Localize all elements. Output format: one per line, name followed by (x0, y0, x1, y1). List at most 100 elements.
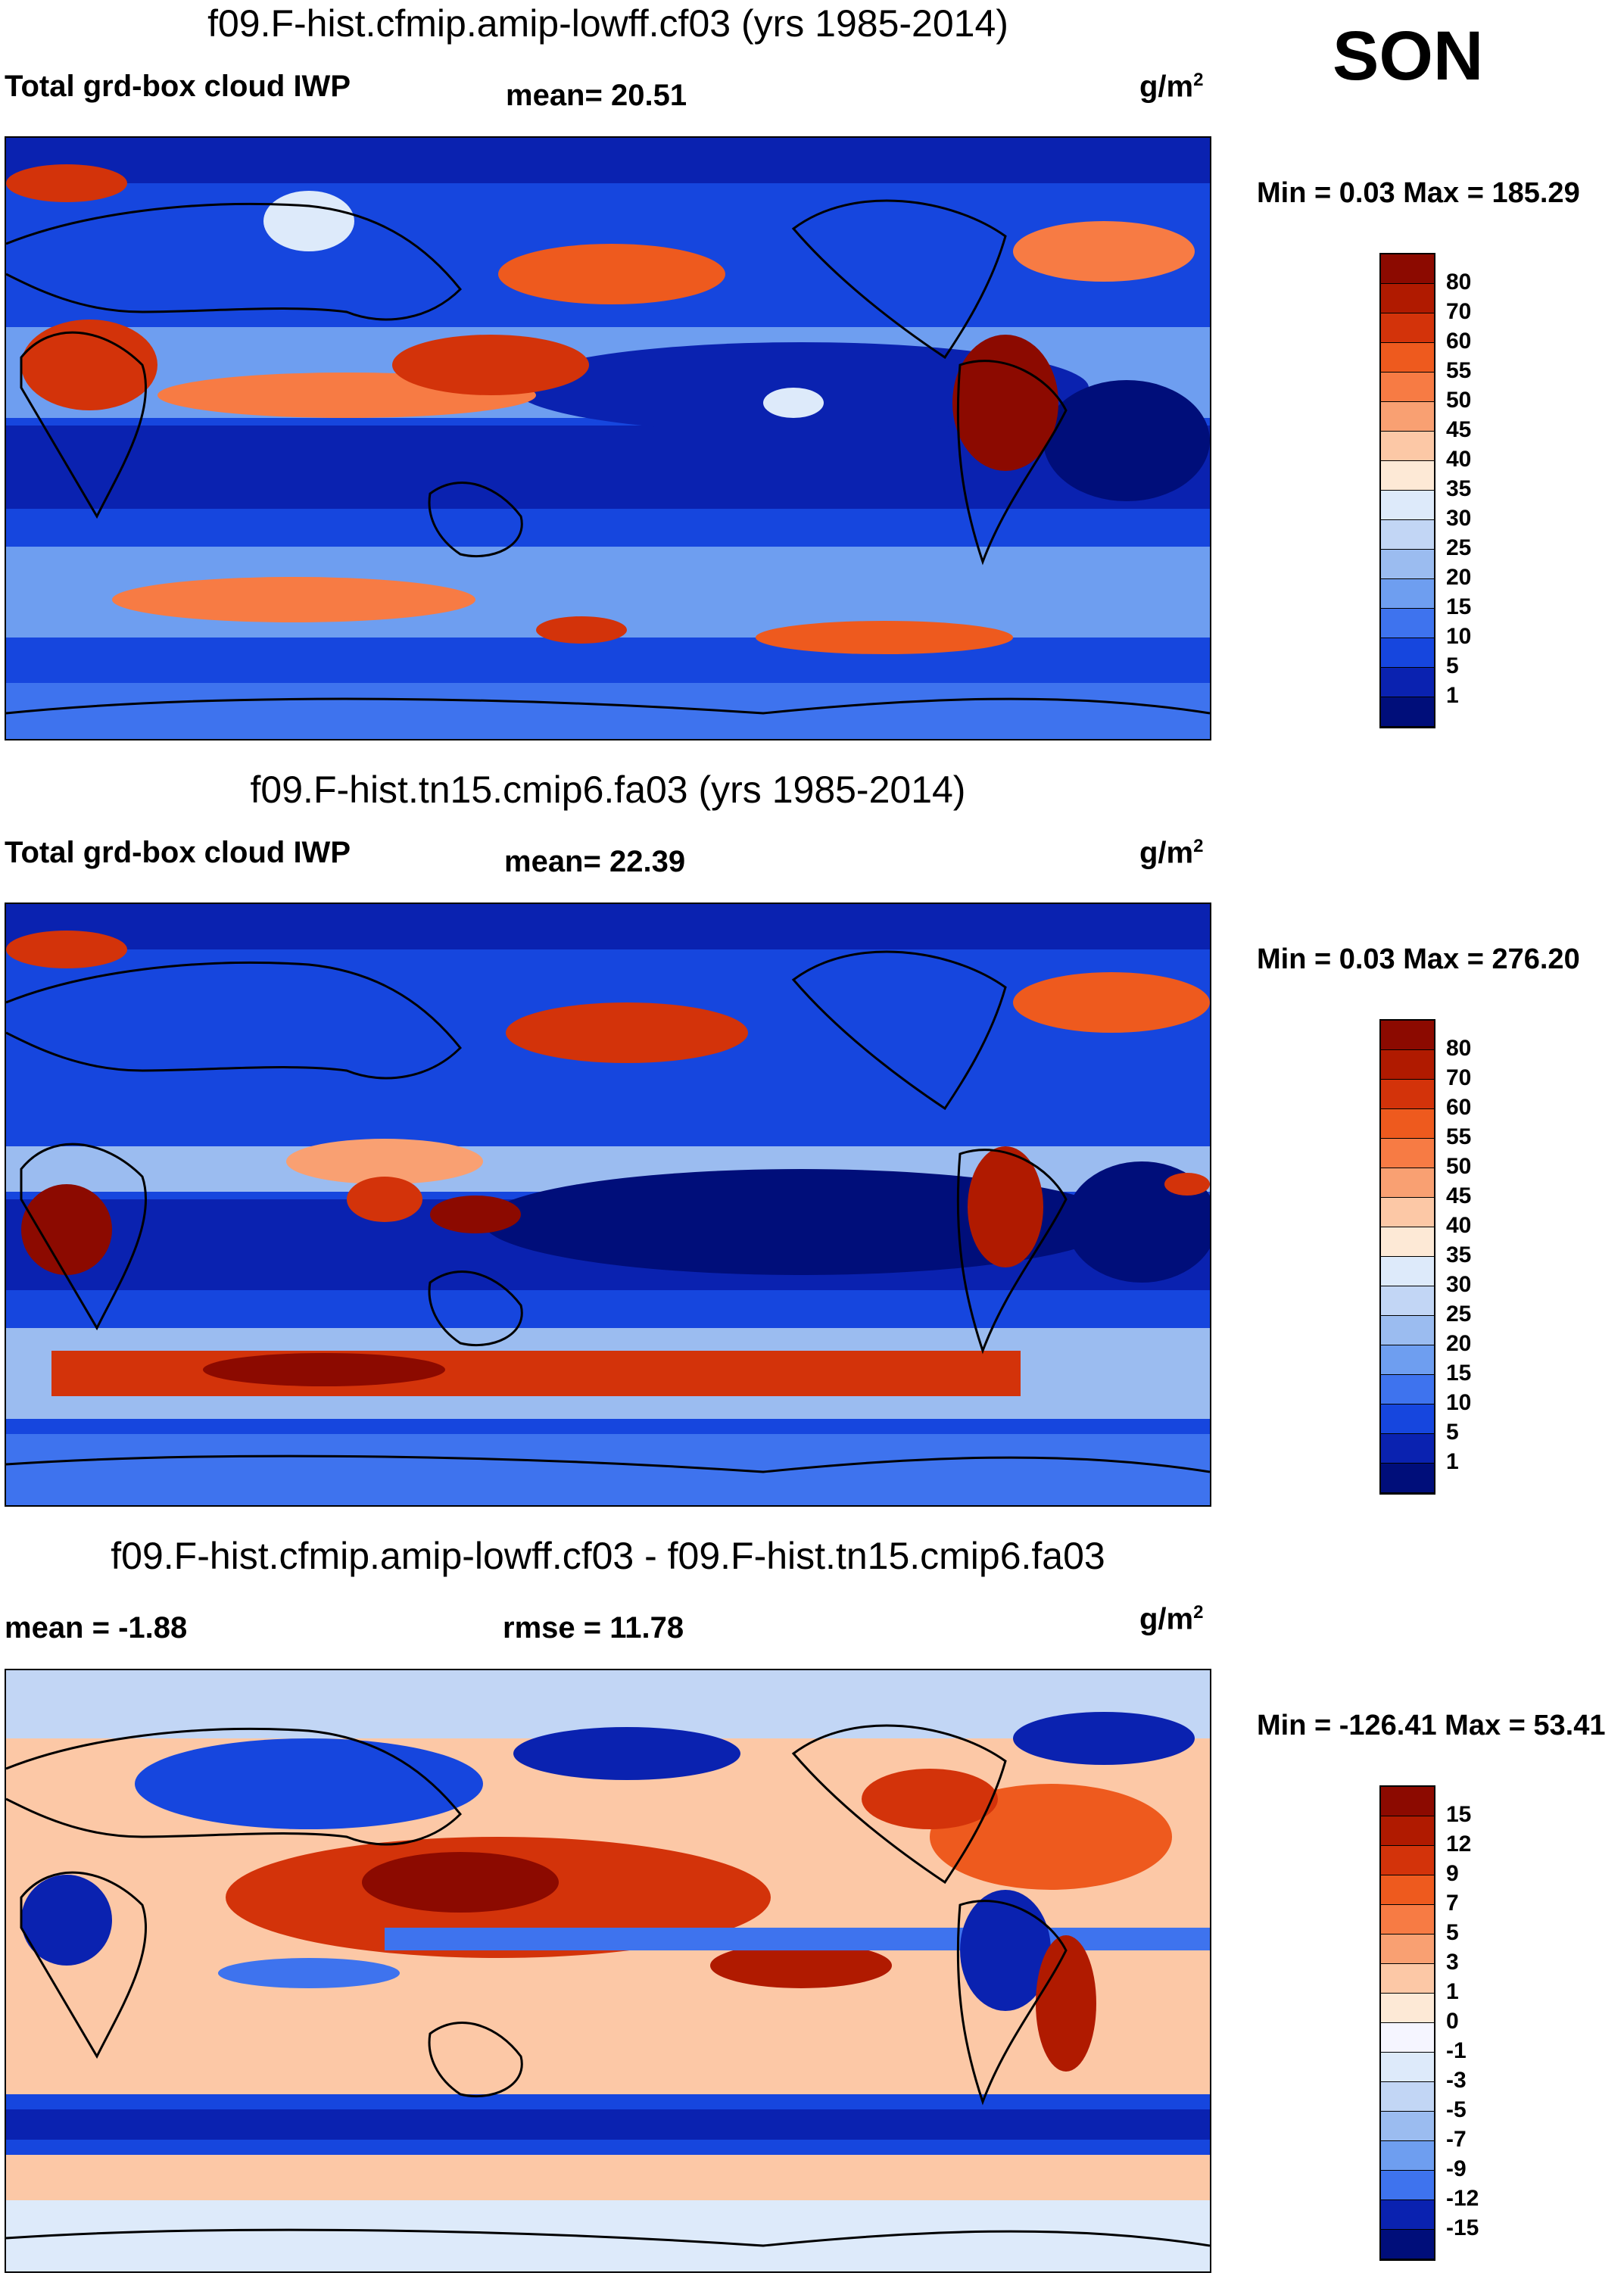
panel1-maritime-continent (392, 335, 589, 395)
panel2-antarctic-band (6, 1434, 1210, 1505)
panel2-amazon-convection (968, 1146, 1043, 1267)
panel1-colorbar-label: 25 (1446, 535, 1472, 560)
panel2-colorbar-label: 15 (1446, 1361, 1472, 1386)
panel3-coastlines (6, 1724, 1210, 2247)
panel3-colorbar-label: -1 (1446, 2038, 1467, 2063)
panel1-unit-exp: 2 (1193, 70, 1204, 90)
panel2-colorbar-swatch (1381, 1168, 1434, 1198)
panel1-colorbar-label: 55 (1446, 358, 1472, 383)
panel3-colorbar-swatch (1381, 1875, 1434, 1905)
panel1-colorbar-swatch (1381, 697, 1434, 727)
panel3-unit-exp: 2 (1193, 1602, 1204, 1623)
panel1-colorbar-label: 60 (1446, 329, 1472, 354)
panel3-colorbar-swatch (1381, 2141, 1434, 2171)
panel2-colorbar-label: 80 (1446, 1036, 1472, 1061)
panel2-colorbar-swatch (1381, 1139, 1434, 1168)
panel1-samerica-outline (956, 360, 1068, 566)
panel2-colorbar-label: 30 (1446, 1272, 1472, 1297)
panel3-map-svg (6, 1670, 1210, 2271)
panel2-colorbar-swatch (1381, 1080, 1434, 1109)
panel2-antarctica-outline (6, 1454, 1210, 1473)
panel1-colorbar (1379, 253, 1435, 728)
panel3-colorbar-label: 7 (1446, 1891, 1459, 1916)
panel1-europe-max (6, 164, 127, 202)
panel3-colorbar-swatch (1381, 2053, 1434, 2082)
panel1-colorbar-swatch (1381, 284, 1434, 313)
panel2-colorbar-swatch (1381, 1050, 1434, 1080)
panel2-colorbar-label: 25 (1446, 1302, 1472, 1327)
panel3-colorbar-label: -15 (1446, 2215, 1479, 2240)
panel1-map-svg (6, 138, 1210, 739)
panel2-colorbar (1379, 1019, 1435, 1495)
panel1-africa-outline (20, 331, 147, 519)
panel2-colorbar-label: 1 (1446, 1449, 1459, 1474)
panel2-so-maximum (51, 1351, 1021, 1396)
panel2-unit-base: g/m (1139, 836, 1194, 870)
panel3-asia-neg (135, 1738, 483, 1829)
panel2-mean-label: mean= 22.39 (504, 845, 686, 878)
panel1-africa-convection (21, 320, 157, 410)
panel2-map-svg (6, 904, 1210, 1505)
panel2-colorbar-label: 45 (1446, 1183, 1472, 1208)
panel2-variable-label: Total grd-box cloud IWP (5, 836, 351, 869)
panel2-west-pacific-band (286, 1139, 483, 1184)
panel2-colorbar-swatch (1381, 1316, 1434, 1345)
panel1-antarctica-outline (6, 697, 1210, 715)
panel2-colorbar-label: 40 (1446, 1213, 1472, 1238)
panel2-colorbar-swatch (1381, 1345, 1434, 1375)
panel1-colorbar-label: 1 (1446, 683, 1459, 708)
panel1-antarctic-band (6, 683, 1210, 739)
panel1-colorbar-swatch (1381, 491, 1434, 520)
panel3-units: g/m2 (1139, 1602, 1203, 1636)
panel3-mean-label: mean = -1.88 (5, 1611, 188, 1645)
panel1-north-pacific-storm (498, 244, 725, 304)
panel3-title: f09.F-hist.cfmip.amip-lowff.cf03 - f09.F… (111, 1535, 1105, 1577)
panel3-colorbar-label: -5 (1446, 2097, 1467, 2122)
panel3-colorbar-swatch (1381, 1934, 1434, 1964)
panel3-colorbar-label: -3 (1446, 2068, 1467, 2093)
panel2-africa-convection (21, 1184, 112, 1275)
panel1-atlantic-dry (1043, 380, 1210, 501)
panel3-us-east-pos (862, 1769, 998, 1829)
panel2-colorbar-swatch (1381, 1286, 1434, 1316)
panel3-africa-outline (20, 1871, 147, 2059)
panel1-colorbar-label: 70 (1446, 299, 1472, 324)
panel1-title: f09.F-hist.cfmip.amip-lowff.cf03 (yrs 19… (207, 2, 1008, 45)
panel1-colorbar-label: 15 (1446, 594, 1472, 619)
panel2-colorbar-label: 10 (1446, 1390, 1472, 1415)
panel1-map (5, 136, 1211, 740)
panel3-colorbar-swatch (1381, 1964, 1434, 1994)
panel1-namerica-outline (791, 199, 1007, 360)
panel2-borneo (347, 1177, 422, 1222)
panel3-colorbar-label: 12 (1446, 1832, 1472, 1857)
panel2-arctic-band (6, 904, 1210, 949)
panel1-colorbar-label: 50 (1446, 388, 1472, 413)
panel3-colorbar-label: 9 (1446, 1861, 1459, 1886)
panel2-colorbar-swatch (1381, 1198, 1434, 1227)
panel2-colorbar-label: 50 (1446, 1154, 1472, 1179)
panel3-colorbar-label: 15 (1446, 1802, 1472, 1827)
panel3-map (5, 1669, 1211, 2273)
panel1-colorbar-swatch (1381, 313, 1434, 343)
panel3-brazil-pos (1036, 1935, 1096, 2072)
panel1-mean-label: mean= 20.51 (506, 79, 687, 112)
panel2-colorbar-swatch (1381, 1404, 1434, 1434)
panel3-spcz-pos (710, 1943, 892, 1988)
panel1-arctic-band (6, 138, 1210, 183)
panel3-amazon-neg (960, 1890, 1051, 2011)
panel3-colorbar-label: 0 (1446, 2009, 1459, 2034)
panel3-colorbar-label: 5 (1446, 1920, 1459, 1945)
panel1-colorbar-label: 35 (1446, 476, 1472, 501)
panel1-amazon-convection (952, 335, 1058, 471)
panel3-arctic-band (6, 1670, 1210, 1738)
panel1-colorbar-label: 45 (1446, 417, 1472, 442)
panel1-colorbar-swatch (1381, 343, 1434, 373)
panel2-colorbar-label: 55 (1446, 1124, 1472, 1149)
panel1-colorbar-swatch (1381, 254, 1434, 284)
panel2-colorbar-label: 35 (1446, 1242, 1472, 1267)
panel1-tibet-low (263, 191, 354, 251)
panel2-coastlines (6, 950, 1210, 1473)
panel3-colorbar-label: -9 (1446, 2156, 1467, 2181)
panel1-eurasia-outline (6, 202, 463, 321)
panel3-africa-neg (21, 1875, 112, 1966)
